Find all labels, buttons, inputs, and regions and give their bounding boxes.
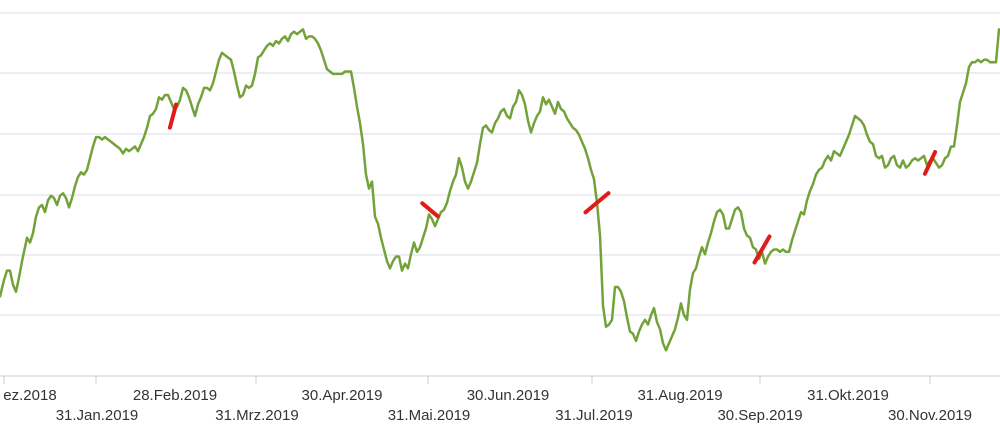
x-tick-label: 31.Jan.2019 bbox=[56, 407, 139, 424]
x-tick-label: 30.Sep.2019 bbox=[717, 407, 802, 424]
annotation-mark bbox=[583, 191, 611, 215]
series-line bbox=[0, 28, 1000, 352]
x-tick-label: 31.Mai.2019 bbox=[388, 407, 471, 424]
x-tick-label: 28.Feb.2019 bbox=[133, 387, 217, 404]
x-tick-label: ez.2018 bbox=[3, 387, 56, 404]
annotation-mark bbox=[922, 150, 938, 176]
annotation-mark bbox=[420, 201, 440, 219]
x-tick-label: 31.Jul.2019 bbox=[555, 407, 633, 424]
x-tick-label: 30.Jun.2019 bbox=[467, 387, 550, 404]
x-tick-label: 31.Okt.2019 bbox=[807, 387, 889, 404]
annotation-mark bbox=[752, 234, 772, 265]
x-tick-label: 30.Nov.2019 bbox=[888, 407, 972, 424]
annotation-mark bbox=[167, 102, 179, 130]
x-tick-label: 31.Aug.2019 bbox=[637, 387, 722, 404]
x-tick-label: 30.Apr.2019 bbox=[302, 387, 383, 404]
x-tick-label: 31.Mrz.2019 bbox=[215, 407, 298, 424]
